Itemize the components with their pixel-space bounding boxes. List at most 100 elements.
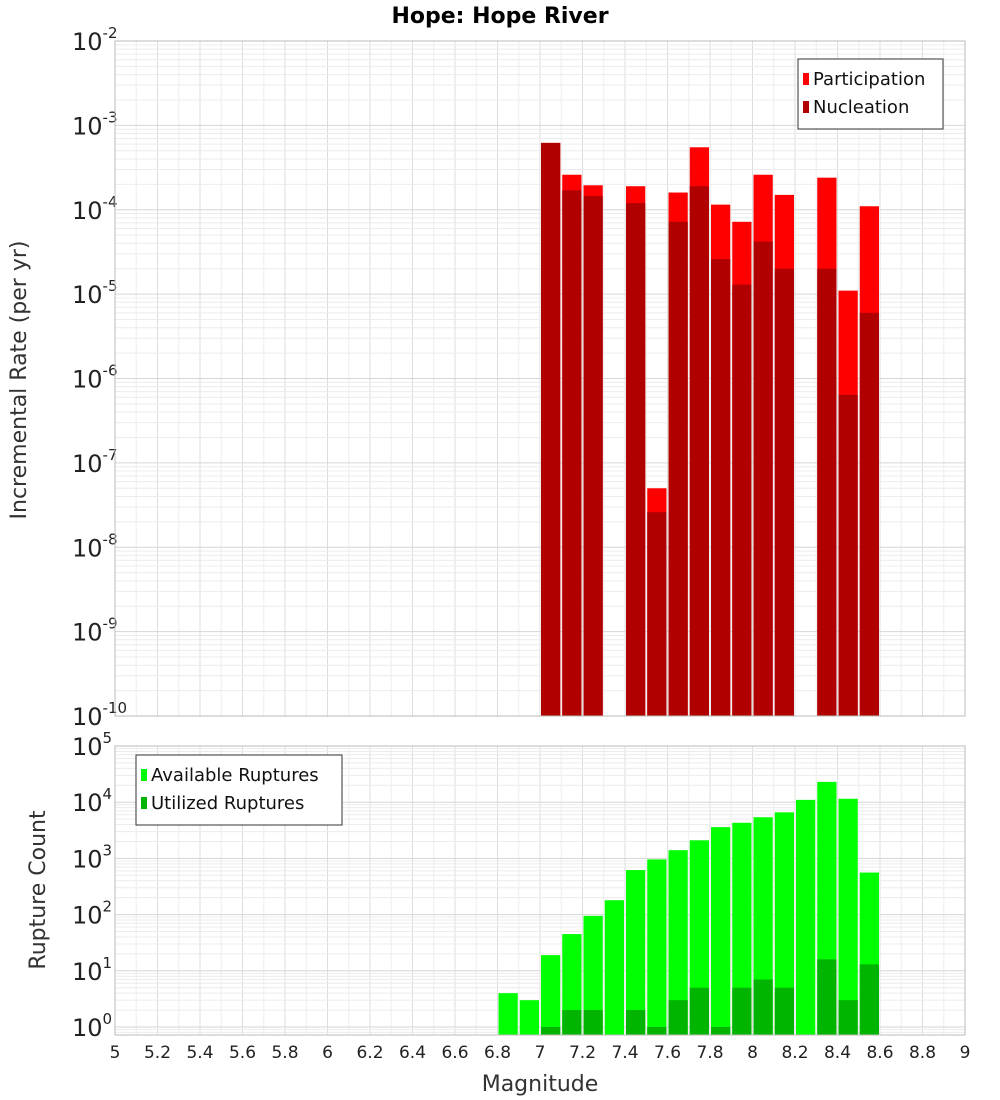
- utilized-ruptures-bar: [753, 979, 773, 1035]
- nucleation-bar: [668, 221, 688, 716]
- y-tick-label: 101: [72, 954, 112, 986]
- utilized-ruptures-bar: [583, 1010, 603, 1035]
- x-tick-label: 7.4: [611, 1043, 638, 1063]
- available-ruptures-bar: [838, 798, 858, 1035]
- x-tick-label: 6.4: [399, 1043, 426, 1063]
- rate-gridlines: [114, 40, 966, 717]
- utilized-ruptures-bar: [838, 1000, 858, 1035]
- y-tick-label: 10-4: [72, 193, 118, 225]
- nucleation-bar: [626, 203, 646, 716]
- utilized-ruptures-bar: [817, 959, 837, 1035]
- legend-label: Available Ruptures: [151, 765, 319, 786]
- x-tick-label: 6.8: [484, 1043, 511, 1063]
- nucleation-bar: [711, 259, 731, 716]
- nucleation-bar: [583, 196, 603, 716]
- y-tick-label: 10-6: [72, 362, 118, 394]
- rate-bars: [541, 142, 879, 717]
- chart-title: Hope: Hope River: [391, 4, 608, 29]
- y-tick-label: 103: [72, 841, 112, 873]
- x-tick-label: 8.8: [909, 1043, 936, 1063]
- legend-swatch: [141, 797, 147, 809]
- utilized-ruptures-bar: [689, 987, 709, 1035]
- nucleation-bar: [859, 312, 879, 716]
- count-plot-area: [114, 745, 966, 1036]
- x-tick-label: 7.8: [696, 1043, 723, 1063]
- y-tick-label: 10-10: [72, 699, 127, 731]
- x-tick-label: 7: [535, 1043, 546, 1063]
- utilized-ruptures-bar: [732, 987, 752, 1035]
- available-ruptures-bar: [519, 1000, 539, 1035]
- available-ruptures-bar: [541, 955, 561, 1035]
- legend-label: Utilized Ruptures: [151, 793, 304, 814]
- available-ruptures-bar: [626, 870, 646, 1035]
- nucleation-bar: [689, 186, 709, 716]
- utilized-ruptures-bar: [711, 1026, 731, 1035]
- nucleation-bar: [753, 241, 773, 717]
- utilized-ruptures-bar: [562, 1010, 582, 1035]
- x-tick-label: 8.6: [866, 1043, 893, 1063]
- x-tick-label: 6.6: [441, 1043, 468, 1063]
- legend-swatch: [803, 73, 809, 85]
- legend-box: [135, 754, 343, 826]
- legend-swatch: [141, 769, 147, 781]
- y-tick-label: 10-7: [72, 446, 118, 478]
- count-y-tick-labels: 100 101 102 103 104 105: [72, 729, 112, 1042]
- available-ruptures-bar: [583, 915, 603, 1035]
- x-tick-labels: 5 5.2 5.4 5.6 5.8 6 6.2 6.4 6.6 6.8 7 7.2 7.4 7.6 7.8 8…: [110, 1043, 971, 1063]
- utilized-ruptures-bar: [859, 964, 879, 1035]
- utilized-ruptures-bar: [774, 987, 794, 1035]
- utilized-ruptures-bar: [541, 1026, 561, 1035]
- nucleation-bar: [562, 190, 582, 716]
- available-ruptures-bar: [774, 812, 794, 1035]
- x-axis-title: Magnitude: [482, 1072, 599, 1097]
- y-tick-label: 10-9: [72, 615, 118, 647]
- legend-label: Participation: [813, 69, 925, 90]
- available-ruptures-bar: [604, 900, 624, 1035]
- x-tick-label: 5: [110, 1043, 121, 1063]
- available-ruptures-bar: [796, 799, 816, 1035]
- rate-panel: 10-10 10-9 10-8 10-7 10-6 10-5 10-4 10-3 10-2 In…: [7, 24, 966, 731]
- rate-y-axis-title: Incremental Rate (per yr): [7, 241, 32, 520]
- legend-swatch: [803, 101, 809, 113]
- x-tick-label: 6: [322, 1043, 333, 1063]
- x-tick-label: 7.6: [654, 1043, 681, 1063]
- count-y-axis-title: Rupture Count: [26, 810, 51, 970]
- nucleation-bar: [774, 268, 794, 716]
- x-tick-label: 8.2: [781, 1043, 808, 1063]
- count-panel: 100 101 102 103 104 105 5 5.2 5.4 5.6 5.8 6 6.2 6.4 6…: [26, 729, 970, 1097]
- x-tick-label: 8.4: [824, 1043, 851, 1063]
- x-tick-label: 5.6: [229, 1043, 256, 1063]
- x-tick-label: 8: [747, 1043, 758, 1063]
- x-tick-label: 5.8: [271, 1043, 298, 1063]
- nucleation-bar: [732, 284, 752, 716]
- legend-label: Nucleation: [813, 97, 909, 118]
- count-legend: Available Ruptures Utilized Ruptures: [135, 754, 343, 826]
- utilized-ruptures-bar: [647, 1026, 667, 1035]
- rate-legend: Participation Nucleation: [797, 58, 944, 130]
- x-tick-label: 6.2: [356, 1043, 383, 1063]
- available-ruptures-bar: [711, 827, 731, 1035]
- available-ruptures-bar: [562, 934, 582, 1035]
- available-ruptures-bar: [647, 859, 667, 1035]
- x-tick-label: 5.4: [186, 1043, 213, 1063]
- available-ruptures-bar: [668, 850, 688, 1035]
- y-tick-label: 100: [72, 1010, 112, 1042]
- y-tick-label: 10-5: [72, 277, 118, 309]
- available-ruptures-bar: [689, 840, 709, 1035]
- rate-y-tick-labels: 10-10 10-9 10-8 10-7 10-6 10-5 10-4 10-3 10-2: [72, 24, 127, 731]
- utilized-ruptures-bar: [668, 1000, 688, 1035]
- x-tick-label: 7.2: [569, 1043, 596, 1063]
- y-tick-label: 10-3: [72, 108, 118, 140]
- legend-box: [797, 58, 944, 130]
- y-tick-label: 10-2: [72, 24, 118, 56]
- nucleation-bar: [647, 512, 667, 716]
- y-tick-label: 102: [72, 898, 112, 930]
- nucleation-bar: [817, 268, 837, 716]
- y-tick-label: 104: [72, 785, 112, 817]
- rate-plot-area: [114, 40, 966, 717]
- nucleation-bar: [541, 142, 561, 716]
- nucleation-bar: [838, 394, 858, 716]
- available-ruptures-bar: [732, 822, 752, 1035]
- y-tick-label: 105: [72, 729, 112, 761]
